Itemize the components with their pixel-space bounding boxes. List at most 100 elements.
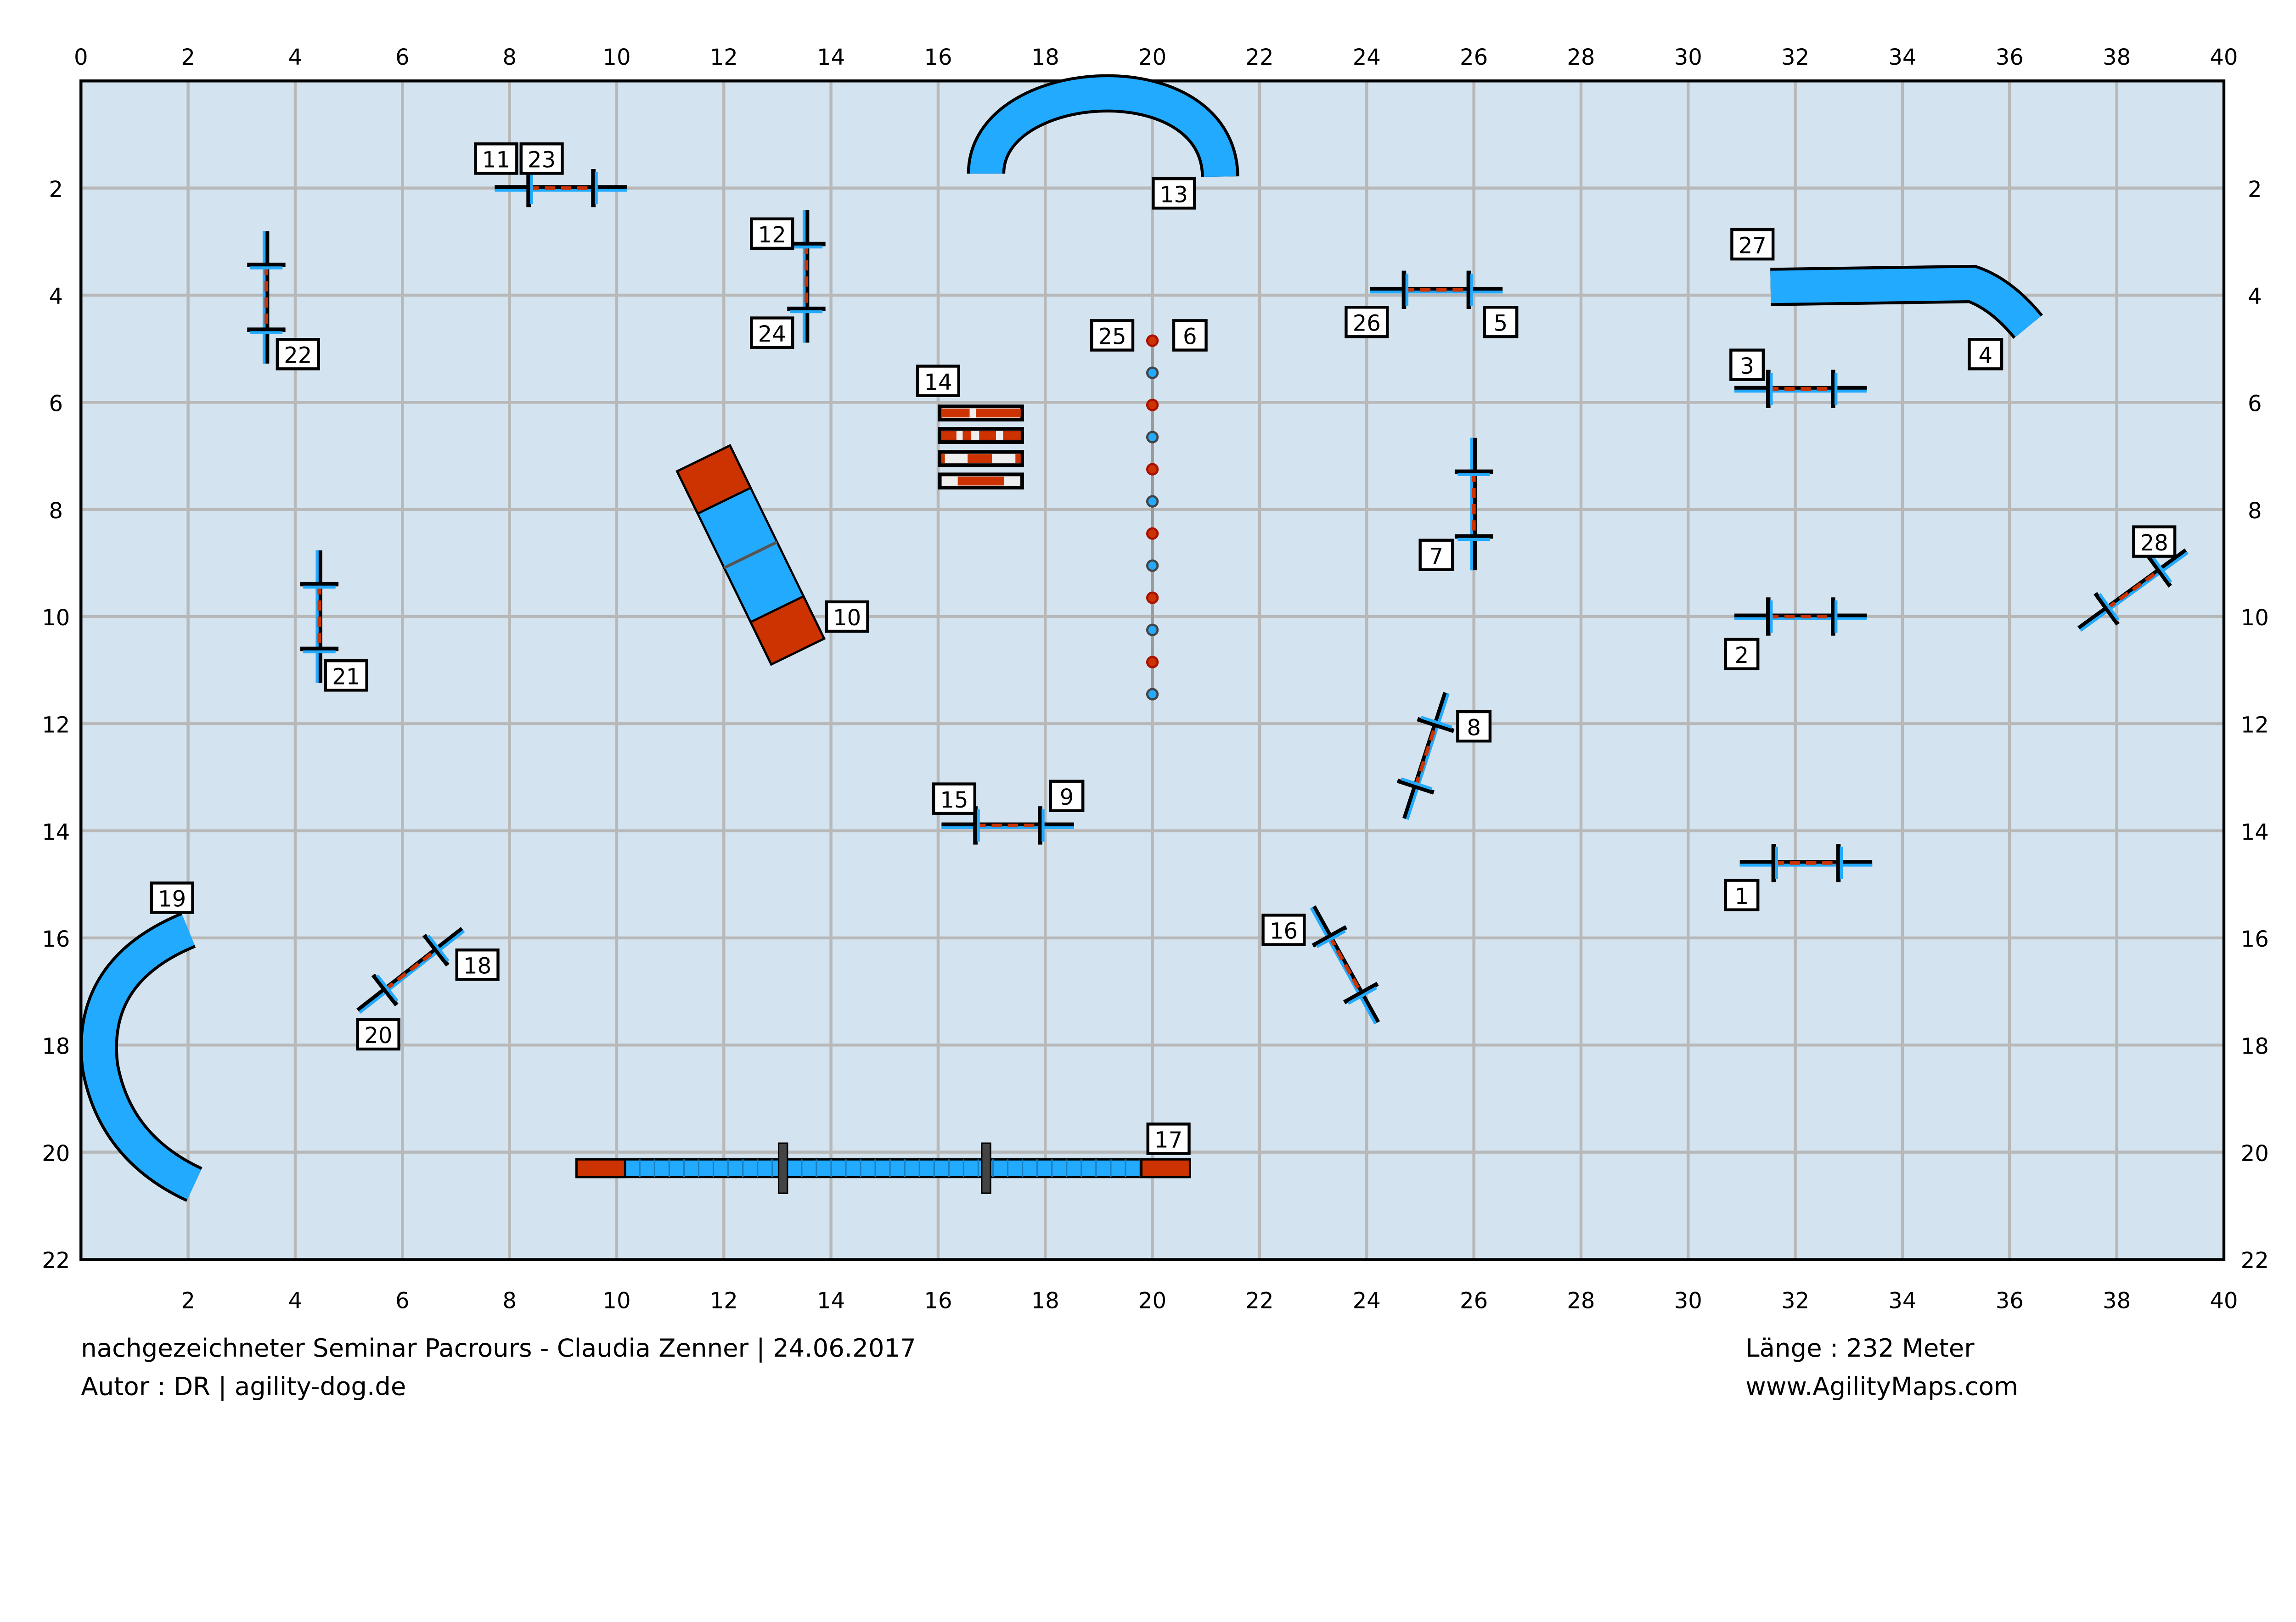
number-label-5: 5 — [1483, 306, 1519, 338]
tick-right: 2 — [2248, 177, 2262, 202]
jump-11-23 — [495, 168, 627, 208]
number-text: 9 — [1060, 785, 1074, 810]
number-label-12: 12 — [750, 217, 794, 250]
number-box — [474, 142, 518, 175]
tick-top: 32 — [1781, 45, 1809, 70]
tick-bottom: 40 — [2210, 1288, 2238, 1313]
number-text: 27 — [1739, 233, 1767, 258]
number-box — [455, 949, 500, 981]
wall-segment — [968, 454, 992, 463]
tick-right: 12 — [2241, 713, 2269, 738]
number-text: 10 — [833, 605, 861, 631]
wall-segment — [941, 454, 945, 463]
number-label-20: 20 — [356, 1018, 400, 1051]
tick-bottom: 20 — [1138, 1288, 1166, 1313]
number-box — [324, 659, 368, 692]
number-text: 18 — [463, 954, 491, 979]
dogwalk-contact — [575, 1158, 626, 1179]
number-label-27: 27 — [1730, 228, 1775, 261]
tick-bottom: 2 — [181, 1288, 195, 1313]
number-text: 20 — [364, 1023, 392, 1049]
tick-bottom: 16 — [924, 1288, 952, 1313]
number-box — [1724, 879, 1760, 911]
number-label-26: 26 — [1345, 306, 1389, 338]
tick-top: 26 — [1460, 45, 1488, 70]
tick-right: 10 — [2241, 605, 2269, 631]
number-text: 4 — [1978, 343, 1992, 369]
tick-top: 38 — [2103, 45, 2131, 70]
tick-top: 20 — [1138, 45, 1166, 70]
number-box — [825, 600, 869, 633]
number-text: 26 — [1353, 311, 1381, 337]
jump-wing-shade — [2150, 555, 2172, 583]
jump-wing — [1417, 717, 1455, 733]
footer-website: www.AgilityMaps.com — [1745, 1371, 2018, 1401]
number-box — [750, 316, 794, 349]
tick-top: 22 — [1245, 45, 1273, 70]
jump-18-20 — [356, 927, 465, 1014]
number-box — [1730, 228, 1775, 261]
tick-left: 6 — [49, 391, 63, 417]
jump-pole — [1328, 935, 1363, 994]
jump-wing — [2093, 592, 2120, 626]
number-box — [1724, 638, 1760, 670]
tick-top: 34 — [1888, 45, 1916, 70]
number-box — [276, 338, 320, 370]
weave-pole — [1146, 398, 1159, 411]
tick-top: 36 — [1996, 45, 2024, 70]
number-box — [1049, 780, 1085, 813]
jump-pole — [2105, 569, 2161, 611]
wall-segment — [941, 408, 970, 418]
number-text: 23 — [528, 147, 556, 173]
tick-right: 8 — [2248, 498, 2262, 524]
jump-wing — [1311, 925, 1348, 948]
number-label-8: 8 — [1456, 710, 1492, 743]
number-text: 25 — [1098, 324, 1126, 350]
jump-wing-shade — [376, 974, 399, 1002]
number-label-6: 6 — [1172, 319, 1208, 352]
axis-ticks: 0 2 4 6 8 10 12 14 16 18 20 22 24 26 28 30 32 34 36 38 402 4 6… — [42, 45, 2269, 1313]
tick-top: 24 — [1353, 45, 1381, 70]
number-box — [1172, 319, 1208, 352]
wall-segment — [1003, 431, 1021, 440]
number-text: 28 — [2140, 530, 2168, 556]
number-text: 12 — [758, 222, 786, 248]
tick-bottom: 34 — [1888, 1288, 1916, 1313]
tick-left: 4 — [49, 284, 63, 309]
number-text: 14 — [924, 370, 952, 395]
tick-top: 0 — [74, 45, 88, 70]
number-text: 7 — [1429, 544, 1444, 569]
jump-pole — [1414, 724, 1438, 787]
tick-left: 20 — [42, 1141, 70, 1167]
tick-left: 18 — [42, 1034, 70, 1060]
number-label-22: 22 — [276, 338, 320, 370]
number-label-24: 24 — [750, 316, 794, 349]
jump-1 — [1739, 843, 1873, 882]
tunnel-27-4-body — [1770, 268, 2041, 337]
tick-top: 40 — [2210, 45, 2238, 70]
jump-wing-shade — [2098, 593, 2120, 621]
tick-left: 22 — [42, 1248, 70, 1274]
number-box — [750, 217, 794, 250]
jump-7 — [1454, 438, 1493, 571]
jump-wing — [371, 973, 399, 1007]
tunnel-13-body — [970, 77, 1237, 178]
tick-top: 14 — [817, 45, 845, 70]
number-box — [932, 782, 977, 815]
number-box — [519, 142, 564, 175]
tick-bottom: 32 — [1781, 1288, 1809, 1313]
dogwalk-contact — [1140, 1158, 1191, 1179]
number-label-11: 11 — [474, 142, 518, 175]
number-text: 11 — [482, 147, 510, 173]
tick-bottom: 24 — [1353, 1288, 1381, 1313]
number-box — [1261, 914, 1306, 946]
wall-segment — [976, 408, 1021, 418]
obstacles — [79, 74, 2189, 1202]
number-box — [1456, 710, 1492, 743]
number-text: 5 — [1494, 311, 1508, 337]
footer-title: nachgezeichneter Seminar Pacrours - Clau… — [81, 1333, 916, 1363]
tick-top: 10 — [602, 45, 630, 70]
wall-segment — [979, 431, 996, 440]
number-label-14: 14 — [916, 365, 961, 397]
number-box — [1418, 539, 1454, 572]
